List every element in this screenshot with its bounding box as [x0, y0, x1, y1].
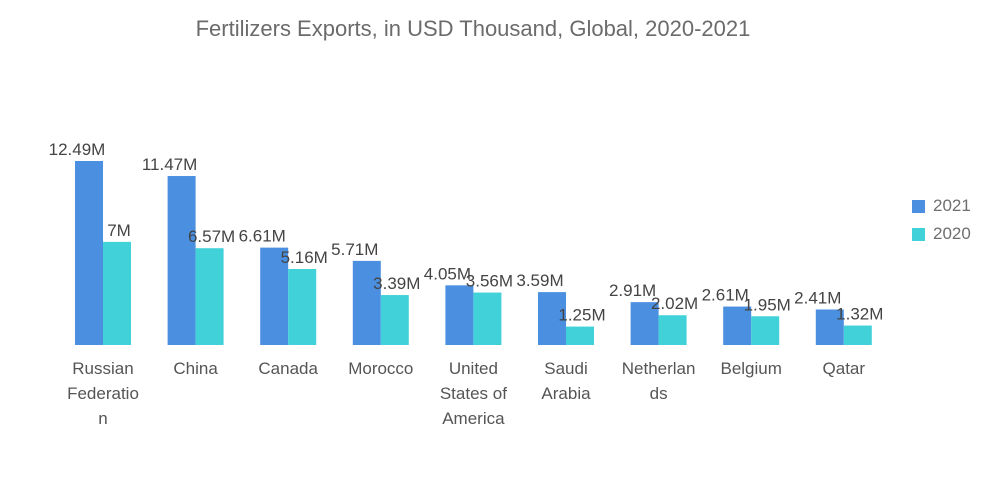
- category-label-0-2: n: [98, 409, 107, 428]
- bar-2020-1[interactable]: [195, 248, 224, 345]
- legend-item-2021[interactable]: 2021: [912, 192, 971, 220]
- bar-2020-4[interactable]: [473, 292, 502, 345]
- category-label-0-1: Federatio: [67, 384, 139, 403]
- data-label-2020-3: 3.39M: [373, 274, 420, 293]
- data-label-2021-7: 2.61M: [702, 286, 749, 305]
- category-label-3-0: Morocco: [348, 359, 413, 378]
- data-label-2020-6: 2.02M: [651, 294, 698, 313]
- data-label-2020-4: 3.56M: [466, 272, 513, 291]
- data-label-2021-8: 2.41M: [794, 288, 841, 307]
- data-label-2021-4: 4.05M: [424, 264, 471, 283]
- category-label-2-0: Canada: [258, 359, 318, 378]
- category-label-4-0: United: [449, 359, 498, 378]
- category-label-6-1: ds: [650, 384, 668, 403]
- bar-2020-6[interactable]: [658, 315, 687, 345]
- data-label-2021-0: 12.49M: [49, 140, 106, 159]
- data-label-2020-0: 7M: [107, 221, 131, 240]
- data-label-2020-1: 6.57M: [188, 227, 235, 246]
- category-label-5-1: Arabia: [541, 384, 591, 403]
- legend-label-2021: 2021: [933, 196, 971, 215]
- bar-2021-4[interactable]: [445, 285, 474, 345]
- category-label-6-0: Netherlan: [622, 359, 696, 378]
- bar-2020-8[interactable]: [843, 325, 872, 345]
- bar-2020-0[interactable]: [103, 241, 131, 345]
- category-label-4-1: States of: [440, 384, 507, 403]
- category-label-7-0: Belgium: [720, 359, 781, 378]
- legend-label-2020: 2020: [933, 224, 971, 243]
- bar-2021-8[interactable]: [815, 309, 844, 345]
- data-label-2021-3: 5.71M: [331, 240, 378, 259]
- data-label-2020-5: 1.25M: [558, 306, 605, 325]
- data-label-2020-2: 5.16M: [281, 248, 328, 267]
- bar-2021-6[interactable]: [630, 302, 659, 345]
- bar-2021-5[interactable]: [538, 292, 566, 345]
- category-label-1-0: China: [173, 359, 218, 378]
- bar-2021-0[interactable]: [75, 161, 103, 345]
- data-label-2021-6: 2.91M: [609, 281, 656, 300]
- bar-2020-3[interactable]: [380, 295, 409, 345]
- data-label-2021-2: 6.61M: [239, 227, 286, 246]
- chart-title: Fertilizers Exports, in USD Thousand, Gl…: [195, 16, 751, 41]
- legend: 2021 2020: [912, 192, 971, 248]
- category-label-5-0: Saudi: [544, 359, 587, 378]
- bar-2021-3[interactable]: [352, 260, 381, 345]
- data-label-2020-8: 1.32M: [836, 305, 883, 324]
- legend-item-2020[interactable]: 2020: [912, 220, 971, 248]
- data-label-2020-7: 1.95M: [744, 295, 791, 314]
- bar-2021-2[interactable]: [260, 247, 289, 345]
- data-label-2021-5: 3.59M: [516, 271, 563, 290]
- bar-2020-2[interactable]: [288, 268, 317, 345]
- category-label-8-0: Qatar: [823, 359, 866, 378]
- bar-2021-1[interactable]: [167, 176, 196, 345]
- legend-swatch-2021: [912, 199, 925, 213]
- legend-swatch-2020: [912, 227, 925, 241]
- category-label-0-0: Russian: [72, 359, 133, 378]
- bar-2021-7[interactable]: [723, 306, 752, 345]
- category-label-4-2: America: [442, 409, 505, 428]
- bar-2020-7[interactable]: [751, 316, 780, 345]
- data-label-2021-1: 11.47M: [142, 155, 197, 174]
- bar-2020-5[interactable]: [566, 326, 594, 345]
